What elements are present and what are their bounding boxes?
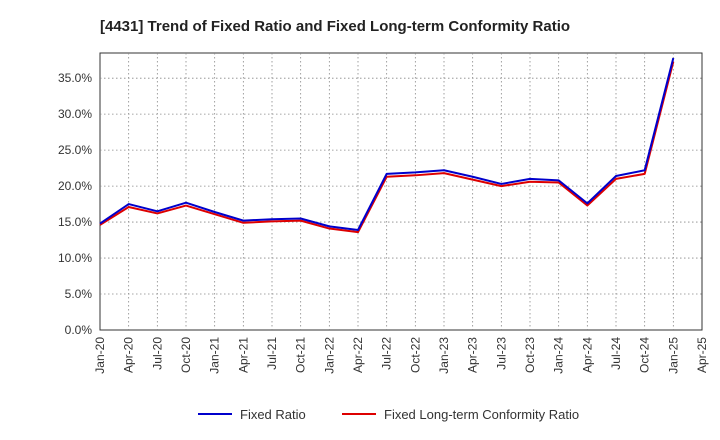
x-tick-label: Jan-22 <box>322 337 336 374</box>
x-tick-label: Jan-24 <box>552 337 566 374</box>
y-tick-label: 25.0% <box>58 143 92 157</box>
series-line <box>99 61 675 234</box>
plot-area <box>99 52 703 331</box>
x-tick-label: Apr-25 <box>695 337 709 373</box>
y-tick-label: 5.0% <box>65 287 93 301</box>
x-tick-label: Oct-24 <box>638 337 652 373</box>
x-tick-label: Apr-21 <box>236 337 250 373</box>
x-tick-label: Jul-20 <box>150 337 164 370</box>
x-tick-label: Jan-20 <box>93 337 107 374</box>
y-tick-label: 10.0% <box>58 251 92 265</box>
x-tick-label: Jul-24 <box>609 337 623 370</box>
axis-layer: Jan-20 Apr-20 Jul-20 Oct-20 Jan-21 Apr-21 Jul-… <box>58 71 709 374</box>
y-tick-label: 15.0% <box>58 215 92 229</box>
y-tick-label: 30.0% <box>58 107 92 121</box>
y-tick-label: 0.0% <box>65 323 93 337</box>
x-tick-label: Oct-22 <box>408 337 422 373</box>
x-tick-label: Jan-25 <box>666 337 680 374</box>
legend-label: Fixed Long-term Conformity Ratio <box>384 407 579 422</box>
chart-title: [4431] Trend of Fixed Ratio and Fixed Lo… <box>100 18 570 35</box>
y-tick-label: 35.0% <box>58 71 92 85</box>
x-tick-label: Apr-24 <box>580 337 594 373</box>
legend: Fixed Ratio Fixed Long-term Conformity Ra… <box>198 407 579 422</box>
x-tick-label: Apr-22 <box>351 337 365 373</box>
y-tick-label: 20.0% <box>58 179 92 193</box>
x-tick-label: Oct-23 <box>523 337 537 373</box>
x-tick-label: Jan-21 <box>208 337 222 374</box>
x-tick-label: Jul-21 <box>265 337 279 370</box>
grid-layer <box>100 53 702 330</box>
x-tick-label: Oct-21 <box>294 337 308 373</box>
x-tick-label: Oct-20 <box>179 337 193 373</box>
x-tick-label: Jul-22 <box>380 337 394 370</box>
x-tick-label: Apr-20 <box>122 337 136 373</box>
series-line <box>99 57 675 231</box>
series-layer <box>99 57 675 234</box>
x-tick-label: Jul-23 <box>494 337 508 370</box>
legend-label: Fixed Ratio <box>240 407 306 422</box>
x-tick-label: Apr-23 <box>466 337 480 373</box>
x-tick-label: Jan-23 <box>437 337 451 374</box>
